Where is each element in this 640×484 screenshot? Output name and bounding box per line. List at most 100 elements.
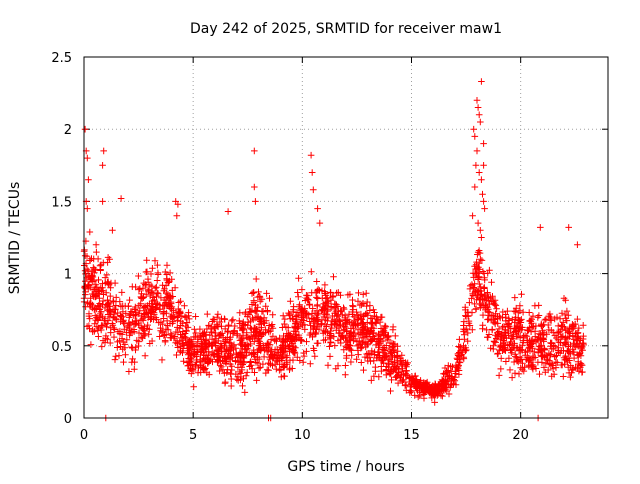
data-point bbox=[265, 359, 272, 367]
data-point bbox=[297, 337, 304, 344]
data-point bbox=[337, 321, 344, 329]
data-point bbox=[234, 358, 242, 366]
data-point bbox=[445, 390, 453, 398]
data-point bbox=[362, 290, 370, 297]
data-point bbox=[469, 212, 476, 220]
data-point bbox=[495, 372, 503, 379]
data-point bbox=[472, 305, 480, 312]
data-point bbox=[464, 329, 472, 337]
data-point bbox=[329, 292, 337, 300]
data-point bbox=[423, 378, 431, 386]
data-point bbox=[542, 360, 550, 367]
data-point bbox=[226, 347, 234, 355]
data-point bbox=[120, 338, 127, 346]
chart-title: Day 242 of 2025, SRMTID for receiver maw… bbox=[190, 21, 502, 37]
data-point bbox=[491, 338, 498, 345]
data-point bbox=[483, 326, 490, 334]
data-point bbox=[544, 321, 552, 329]
data-point bbox=[406, 389, 414, 396]
data-point bbox=[529, 361, 536, 368]
data-point bbox=[308, 268, 315, 275]
data-point bbox=[177, 347, 184, 354]
data-point bbox=[181, 302, 188, 310]
data-point bbox=[455, 343, 462, 350]
data-point bbox=[493, 305, 500, 313]
data-point bbox=[86, 257, 94, 264]
data-point bbox=[266, 341, 274, 348]
data-point bbox=[358, 334, 366, 342]
data-point bbox=[565, 224, 572, 231]
data-point bbox=[330, 333, 338, 340]
data-point bbox=[380, 327, 388, 334]
data-point bbox=[266, 295, 273, 302]
data-point bbox=[146, 340, 154, 347]
data-point bbox=[262, 302, 269, 310]
data-point bbox=[263, 290, 270, 297]
data-point bbox=[298, 286, 306, 293]
data-point bbox=[547, 313, 554, 321]
data-point bbox=[541, 354, 548, 361]
data-point bbox=[243, 341, 251, 348]
y-tick-label: 0 bbox=[64, 412, 72, 427]
data-point bbox=[110, 314, 118, 322]
data-point bbox=[215, 352, 223, 359]
data-point bbox=[94, 303, 101, 311]
data-point bbox=[461, 331, 468, 338]
data-point bbox=[86, 300, 93, 308]
data-point bbox=[234, 377, 242, 384]
data-point bbox=[545, 326, 553, 334]
data-point bbox=[144, 275, 152, 283]
data-point bbox=[246, 363, 253, 370]
data-point bbox=[475, 287, 483, 294]
data-point bbox=[109, 322, 117, 329]
data-point bbox=[120, 319, 127, 327]
data-point bbox=[472, 162, 480, 169]
data-point bbox=[565, 354, 573, 362]
data-point bbox=[313, 321, 321, 329]
data-point bbox=[183, 319, 191, 326]
data-point bbox=[242, 372, 250, 379]
data-point bbox=[350, 325, 357, 332]
data-point bbox=[192, 342, 200, 349]
data-point bbox=[469, 326, 476, 333]
data-point bbox=[295, 275, 302, 282]
data-point bbox=[197, 332, 205, 340]
data-point bbox=[102, 335, 109, 342]
data-point bbox=[561, 323, 568, 331]
data-point bbox=[133, 337, 141, 344]
data-point bbox=[137, 316, 145, 324]
data-point bbox=[100, 259, 107, 267]
data-point bbox=[227, 360, 234, 368]
data-point bbox=[364, 350, 372, 357]
data-point bbox=[163, 317, 171, 325]
data-point bbox=[346, 291, 354, 298]
data-point bbox=[502, 358, 510, 365]
data-point bbox=[349, 311, 356, 318]
data-point bbox=[444, 373, 452, 381]
data-point bbox=[223, 369, 231, 376]
data-point bbox=[389, 353, 396, 361]
data-point bbox=[536, 370, 543, 378]
data-point bbox=[360, 366, 367, 374]
data-point bbox=[381, 354, 388, 361]
data-point bbox=[354, 314, 362, 322]
data-point bbox=[476, 280, 483, 288]
data-point bbox=[286, 348, 293, 355]
data-point bbox=[257, 345, 265, 353]
data-point bbox=[166, 305, 174, 312]
data-point bbox=[160, 315, 167, 322]
data-point bbox=[139, 284, 147, 292]
data-point bbox=[564, 334, 572, 342]
data-point bbox=[194, 369, 202, 377]
data-point bbox=[332, 365, 340, 372]
data-point bbox=[214, 323, 222, 331]
data-point bbox=[289, 365, 296, 372]
data-point bbox=[140, 313, 148, 320]
data-point bbox=[349, 302, 356, 309]
data-point bbox=[562, 352, 569, 360]
data-point bbox=[99, 284, 106, 291]
data-point bbox=[295, 334, 303, 341]
data-point bbox=[558, 309, 566, 317]
data-point bbox=[255, 288, 262, 296]
x-tick-label: 15 bbox=[403, 428, 420, 443]
